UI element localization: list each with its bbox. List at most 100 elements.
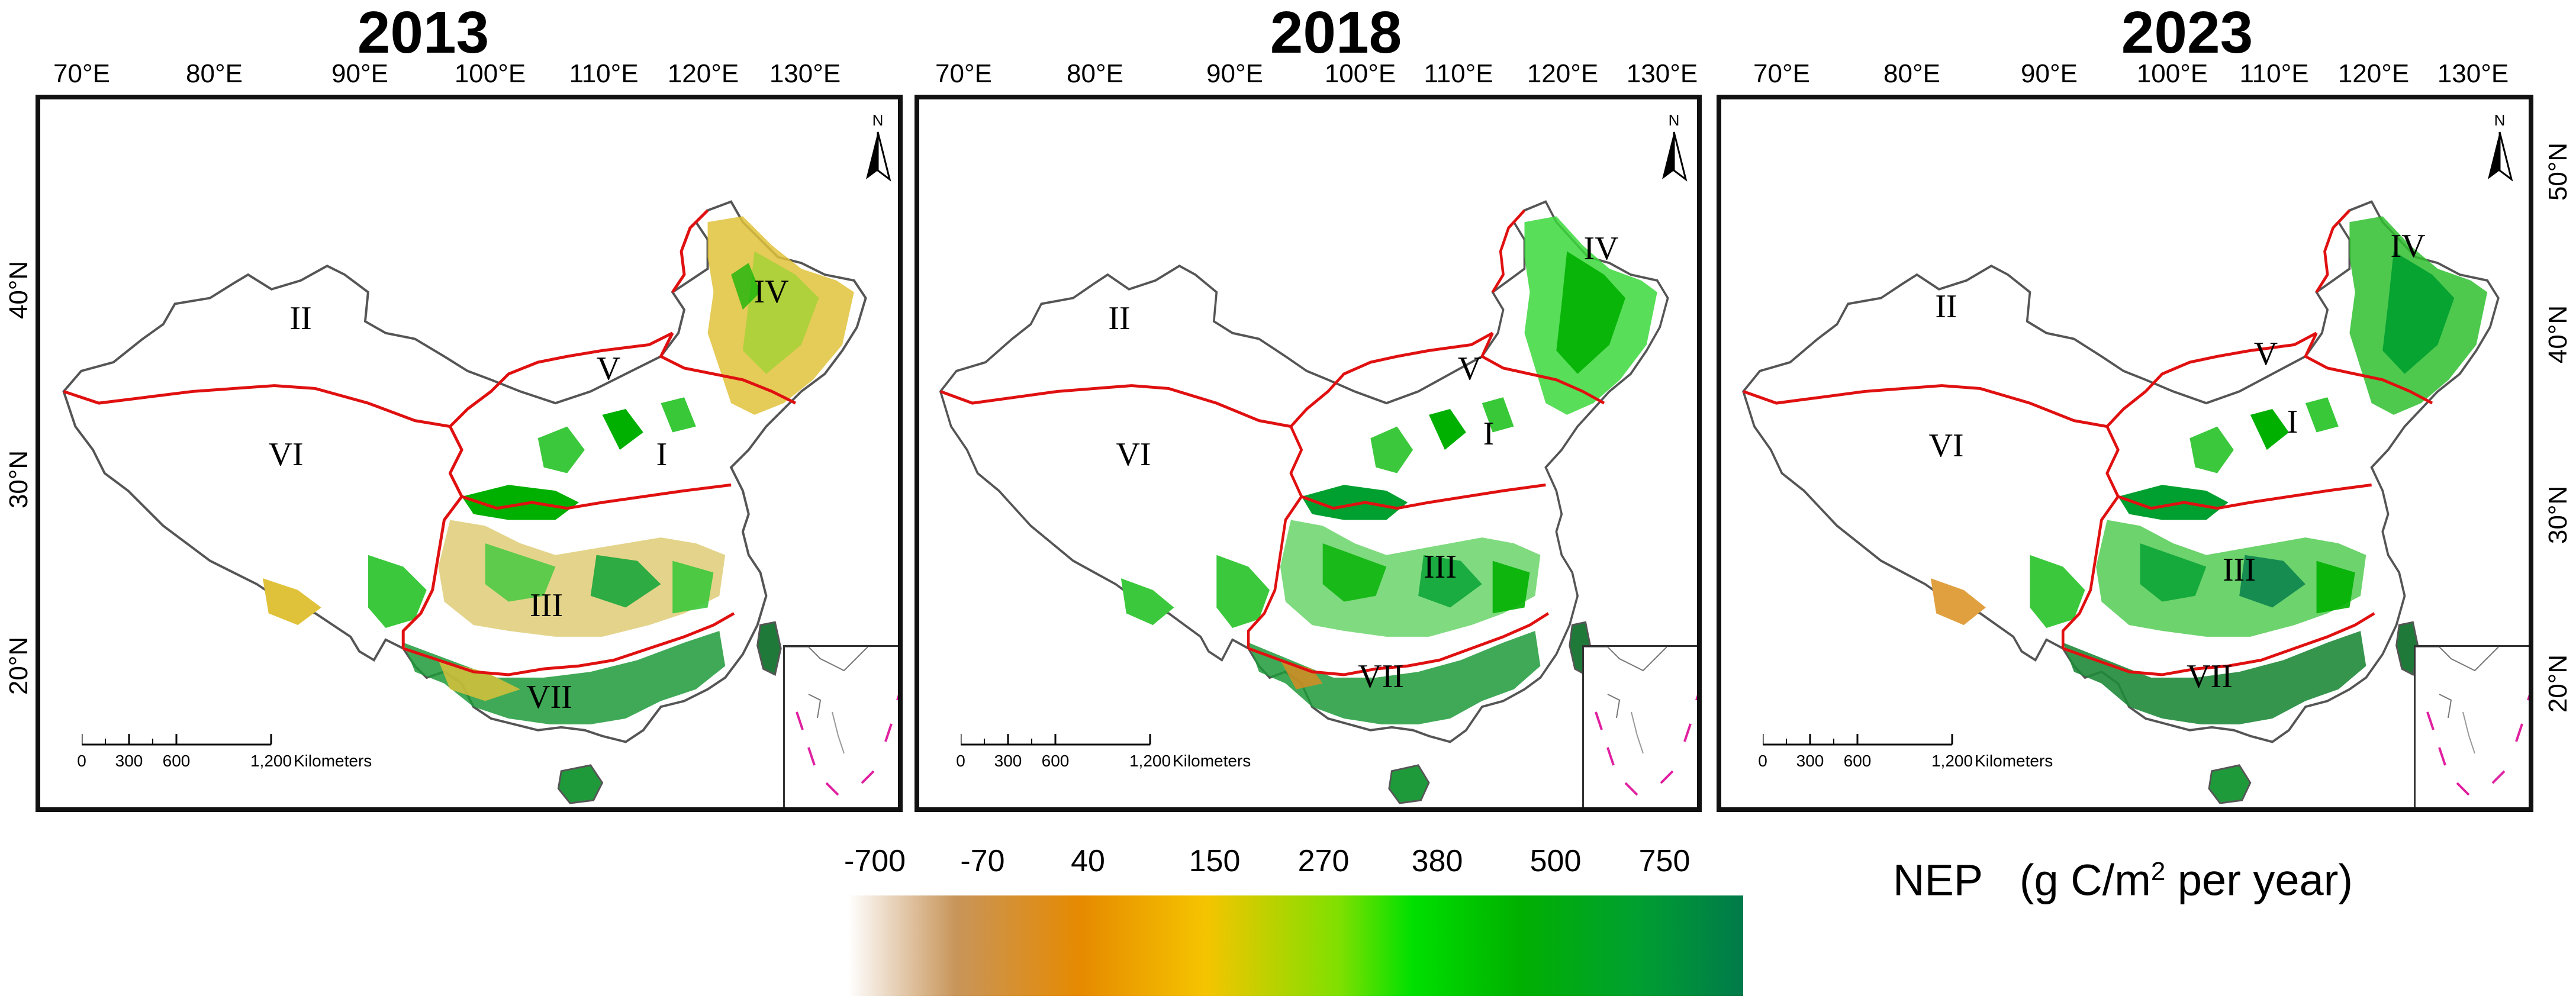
region-label-iv: IV — [1583, 230, 1619, 267]
north-arrow: N — [2479, 111, 2520, 188]
nep-vegetation-2013 — [262, 216, 854, 724]
scale-bar-graphic — [961, 734, 1151, 746]
region-label-v: V — [596, 350, 621, 387]
scale-tick-label: 1,200 — [1129, 752, 1171, 770]
lon-label: 90°E — [331, 59, 388, 88]
panel-title-2018: 2018 — [1270, 0, 1402, 66]
scale-unit-label: Kilometers — [1975, 752, 2053, 770]
region-label-ii: II — [289, 300, 312, 337]
legend-tick-label: -700 — [843, 844, 906, 878]
inset-map — [1584, 646, 1697, 796]
north-arrow-icon — [866, 131, 891, 182]
region-label-vii: VII — [526, 679, 572, 716]
china-map-2013 — [40, 200, 867, 804]
scale-tick-label: 1,200 — [250, 752, 292, 770]
inset-map — [785, 646, 898, 796]
north-arrow-icon — [1662, 131, 1688, 182]
scale-bar: 0 300 600 1,200 Kilometers — [949, 721, 1257, 780]
scale-tick-label: 1,200 — [1931, 752, 1973, 770]
lon-label: 120°E — [2337, 59, 2410, 88]
legend-tick-label: -70 — [960, 844, 1005, 878]
region-label-ii: II — [1108, 300, 1131, 337]
region-label-i: I — [1483, 415, 1495, 452]
legend-title-unit: (g C/m — [2019, 855, 2151, 905]
legend-tick-label: 270 — [1297, 844, 1350, 878]
lon-label: 70°E — [935, 59, 992, 88]
region-label-ii: II — [1935, 288, 1957, 325]
scale-tick-label: 600 — [162, 752, 191, 770]
lon-label: 130°E — [1626, 59, 1698, 88]
north-arrow: N — [1653, 111, 1695, 188]
scale-tick-label: 600 — [1843, 752, 1872, 770]
longitude-labels-2023: 70°E 80°E 90°E 100°E 110°E 120°E 130°E — [1717, 59, 2576, 89]
lon-label: 130°E — [769, 59, 841, 88]
inset-map — [2416, 646, 2529, 796]
lon-label: 80°E — [186, 59, 243, 88]
region-label-i: I — [2287, 404, 2298, 440]
north-letter: N — [1668, 111, 1680, 129]
north-letter: N — [872, 111, 884, 129]
longitude-labels-2013: 70°E 80°E 90°E 100°E 110°E 120°E 130°E — [36, 59, 900, 89]
lon-label: 70°E — [1753, 59, 1810, 88]
lon-label: 100°E — [454, 59, 526, 88]
region-label-i: I — [656, 436, 668, 473]
region-label-iv: IV — [2390, 228, 2426, 265]
hainan-island — [557, 764, 603, 804]
region-label-vii: VII — [2187, 658, 2233, 695]
region-label-vi: VI — [1116, 436, 1151, 473]
legend-tick-label: 150 — [1189, 844, 1241, 878]
lon-label: 100°E — [1324, 59, 1396, 88]
lon-label: 110°E — [2239, 59, 2309, 88]
north-arrow: N — [857, 111, 898, 188]
north-arrow-icon — [2488, 131, 2513, 182]
taiwan-island — [756, 621, 782, 676]
region-label-v: V — [2253, 336, 2278, 372]
scale-bar-graphic — [1763, 734, 1953, 746]
panel-title-2023: 2023 — [2121, 0, 2253, 66]
latitude-labels-right: 50°N 40°N 30°N 20°N — [2539, 0, 2576, 829]
lon-label: 90°E — [1206, 59, 1263, 88]
scale-tick-label: 0 — [956, 752, 965, 770]
lat-label: 40°N — [2543, 305, 2572, 364]
china-map-2023 — [1721, 200, 2500, 804]
north-letter: N — [2494, 111, 2506, 129]
lon-label: 130°E — [2437, 59, 2509, 88]
region-label-vi: VI — [1928, 427, 1964, 464]
region-label-iv: IV — [754, 273, 789, 310]
region-label-v: V — [1457, 350, 1482, 387]
legend-title-superscript: 2 — [2150, 857, 2166, 886]
lon-label: 80°E — [1883, 59, 1940, 88]
lon-label: 120°E — [1527, 59, 1599, 88]
lon-label: 70°E — [53, 59, 110, 88]
scale-bar: 0 300 600 1,200 Kilometers — [70, 721, 378, 780]
legend-title: NEP (g C/m2 per year) — [1893, 845, 2353, 907]
nep-vegetation-2018 — [1120, 216, 1657, 724]
map-panel-2018: II V IV VI I III VII N 0 300 600 1,200 K… — [915, 95, 1702, 812]
scale-tick-label: 300 — [994, 752, 1022, 770]
lat-label: 20°N — [4, 636, 33, 695]
legend-title-unit-end: per year) — [2165, 855, 2353, 905]
lon-label: 100°E — [2136, 59, 2208, 88]
scale-tick-label: 0 — [77, 752, 86, 770]
latitude-labels-left: 40°N 30°N 20°N — [0, 0, 36, 829]
lat-label: 30°N — [4, 450, 33, 509]
lon-label: 120°E — [667, 59, 739, 88]
hainan-island — [1388, 764, 1430, 804]
lat-label: 20°N — [2543, 654, 2572, 713]
lat-label: 30°N — [2543, 485, 2572, 545]
scale-unit-label: Kilometers — [1173, 752, 1251, 770]
panel-title-2013: 2013 — [357, 0, 490, 66]
china-map-2018 — [919, 200, 1669, 804]
region-label-iii: III — [530, 587, 563, 624]
region-label-vii: VII — [1358, 658, 1404, 695]
scale-bar-graphic — [82, 734, 272, 746]
scale-tick-label: 600 — [1041, 752, 1070, 770]
lon-label: 80°E — [1067, 59, 1123, 88]
legend-color-ramp — [848, 895, 1743, 996]
lat-label: 40°N — [4, 260, 33, 320]
nep-vegetation-2023 — [1930, 216, 2488, 724]
scale-bar: 0 300 600 1,200 Kilometers — [1751, 721, 2059, 780]
hainan-island — [2208, 764, 2252, 804]
south-china-sea-inset — [1582, 645, 1697, 807]
south-china-sea-inset — [783, 645, 898, 807]
